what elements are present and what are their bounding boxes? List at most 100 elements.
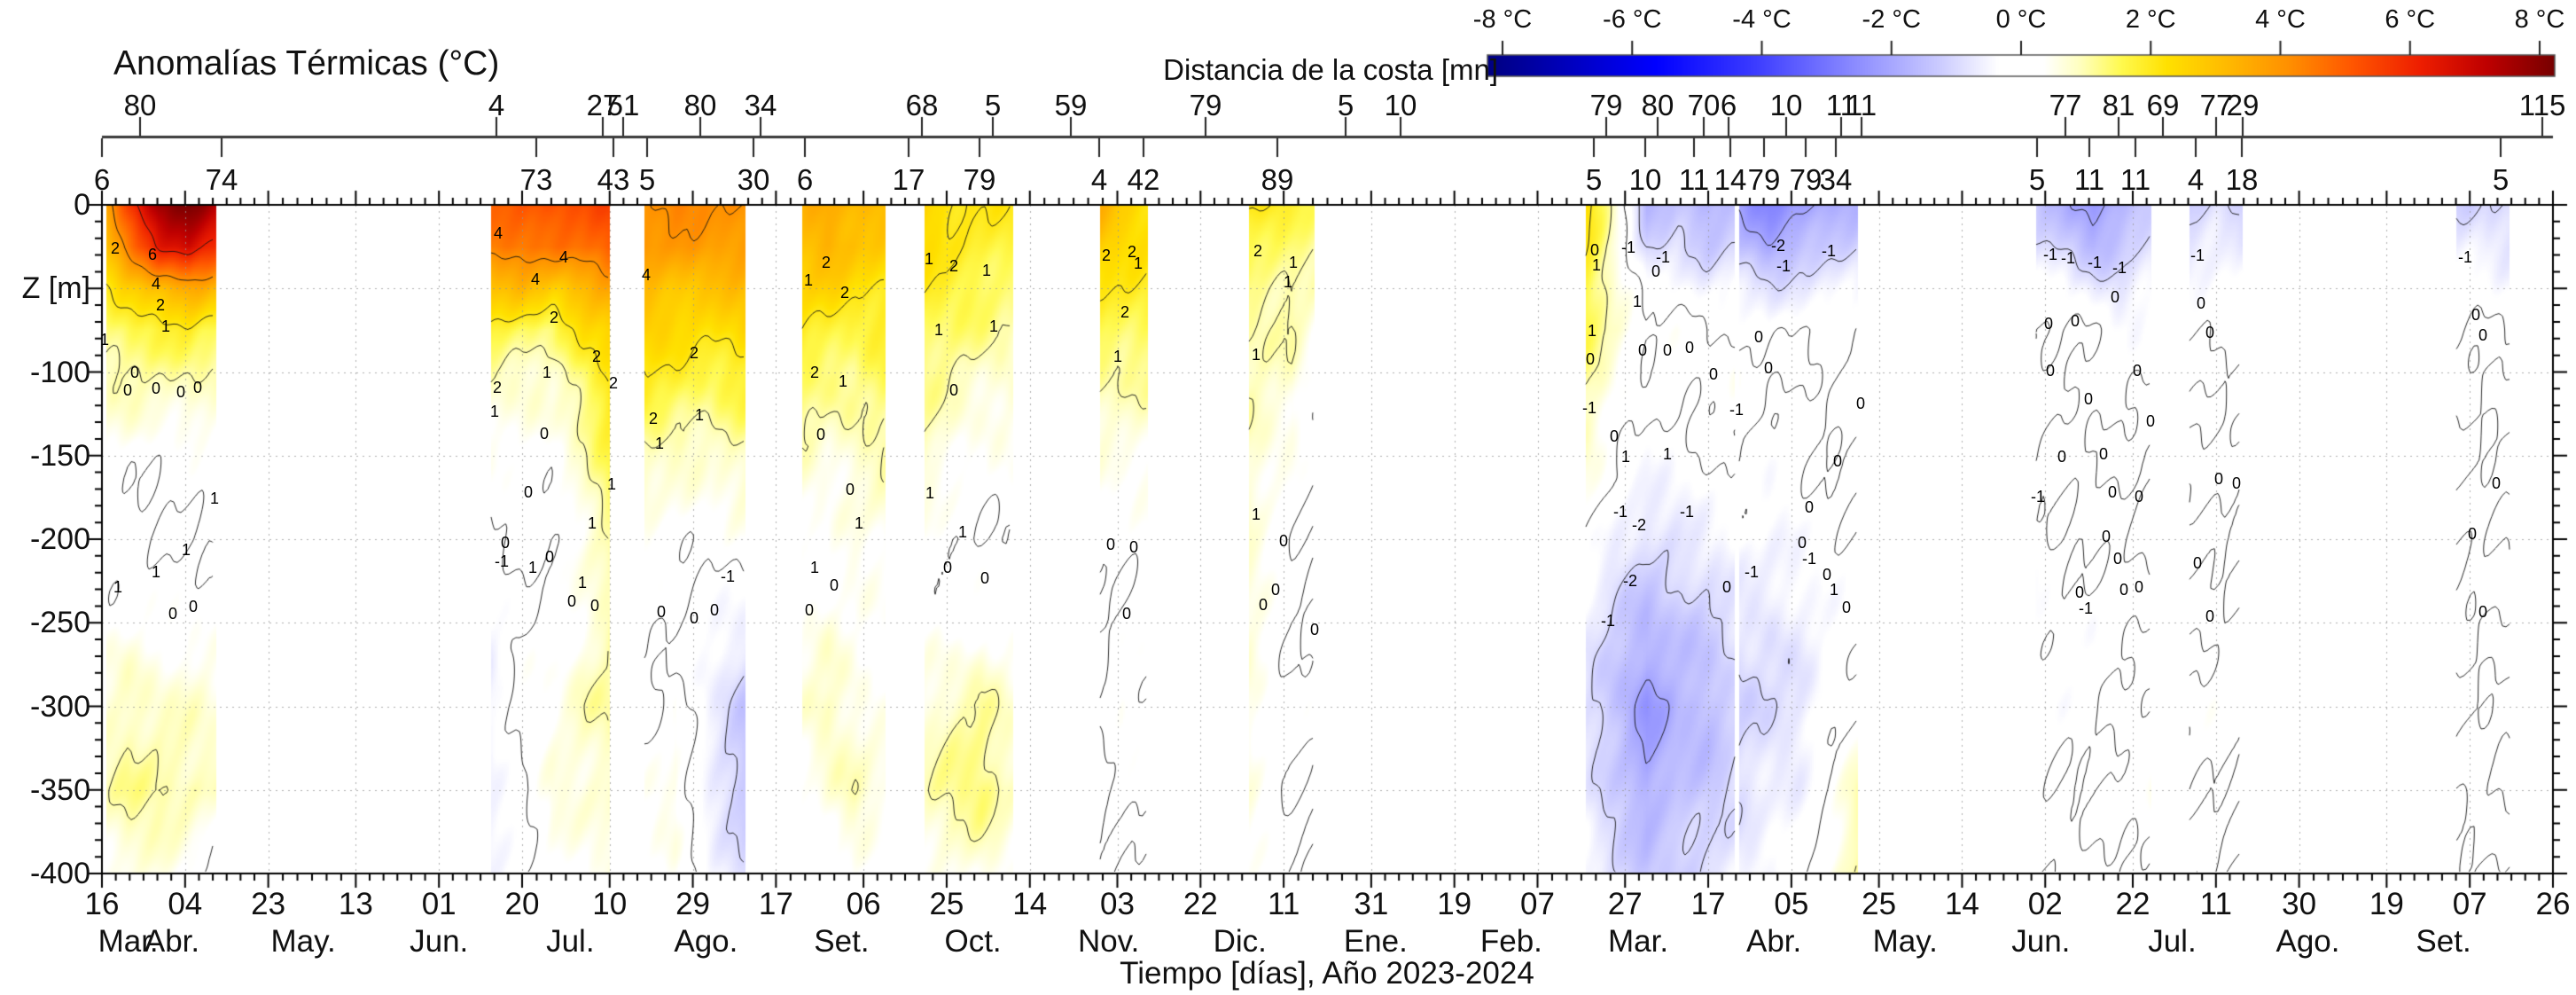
contour-value-label: -1 <box>1655 248 1670 266</box>
station-distance-label-above: 79 <box>1189 89 1222 121</box>
contour-value-label: 0 <box>589 597 599 615</box>
chart-title: Anomalías Térmicas (°C) <box>113 44 500 82</box>
contour-value-label: 0 <box>1121 605 1131 623</box>
colorbar-tick-label: 8 °C <box>2514 5 2565 34</box>
day-tick-label: 25 <box>1862 887 1897 921</box>
contour-value-label: 1 <box>957 523 967 541</box>
station-distance-label-above: 10 <box>1769 89 1803 121</box>
station-distance-label-below: 43 <box>597 163 630 196</box>
contour-value-label: 0 <box>1684 339 1694 356</box>
day-tick-label: 31 <box>1354 887 1389 921</box>
contour-value-label: 0 <box>539 425 549 443</box>
contour-value-label: 1 <box>924 250 933 268</box>
contour-value-label: 1 <box>542 364 551 381</box>
contour-value-label: 1 <box>527 559 537 576</box>
month-tick-label: Oct. <box>944 924 1002 959</box>
station-distance-label-below: 30 <box>737 163 770 196</box>
day-tick-label: 22 <box>1183 887 1218 921</box>
contour-value-label: 0 <box>500 534 510 552</box>
station-distance-label-below: 79 <box>963 163 996 196</box>
day-tick-label: 11 <box>1267 887 1300 921</box>
contour-value-label: 0 <box>2145 412 2155 430</box>
station-distance-label-above: 69 <box>2146 89 2180 121</box>
contour-value-label: 1 <box>803 271 813 289</box>
station-distance-label-above: 79 <box>1589 89 1623 121</box>
colorbar-tick-label: 2 °C <box>2125 5 2176 34</box>
contour-value-label: 1 <box>181 541 191 559</box>
contour-value-label: 1 <box>854 514 863 532</box>
depth-tick-label: 0 <box>74 188 90 222</box>
day-tick-label: 22 <box>2115 887 2151 921</box>
station-distance-label-below: 4 <box>2187 163 2205 196</box>
day-tick-label: 17 <box>1690 887 1726 921</box>
contour-value-label: -2 <box>1770 237 1785 255</box>
day-tick-label: 10 <box>592 887 628 921</box>
contour-value-label: 1 <box>809 559 819 576</box>
contour-value-label: 0 <box>2101 528 2111 545</box>
contour-value-label: 0 <box>523 483 533 501</box>
day-tick-label: 17 <box>758 887 793 921</box>
station-distance-label-above: 34 <box>744 89 777 121</box>
contour-value-label: 4 <box>493 224 503 242</box>
contour-value-label: 4 <box>530 270 540 288</box>
contour-value-label: 1 <box>981 262 991 279</box>
contour-value-label: 0 <box>1609 427 1619 445</box>
contour-value-label: 2 <box>549 309 558 326</box>
contour-value-label: 2 <box>591 348 601 365</box>
contour-value-label: -1 <box>1620 239 1635 256</box>
station-distance-label-above: 29 <box>2226 89 2260 121</box>
contour-value-label: 2 <box>821 254 831 271</box>
contour-value-label: 0 <box>129 364 139 381</box>
contour-value-label: -1 <box>1821 242 1836 260</box>
contour-value-label: 1 <box>160 317 170 335</box>
contour-value-label: 0 <box>2134 578 2143 596</box>
day-tick-label: 19 <box>1437 887 1472 921</box>
contour-value-label: 0 <box>2098 445 2108 463</box>
day-tick-label: 02 <box>2027 887 2063 921</box>
contour-value-label: 0 <box>1763 359 1773 377</box>
station-distance-label-below: 14 <box>1713 163 1747 196</box>
contour-value-label: 2 <box>839 284 849 302</box>
contour-value-label: 0 <box>2083 390 2093 408</box>
contour-value-label: 0 <box>2231 474 2241 492</box>
contour-value-label: 0 <box>168 605 177 623</box>
day-tick-label: 20 <box>504 887 540 921</box>
contour-value-label: 1 <box>151 563 160 581</box>
contour-value-label: 0 <box>1832 452 1842 470</box>
station-distance-label-above: 80 <box>123 89 157 121</box>
month-tick-label: Jun. <box>410 924 469 959</box>
contour-value-label: 0 <box>188 598 198 615</box>
day-tick-label: 01 <box>421 887 457 921</box>
colorbar-tick-label: -6 °C <box>1603 5 1662 34</box>
contour-value-label: 0 <box>2471 306 2480 324</box>
day-tick-label: 03 <box>1100 887 1135 921</box>
station-distance-label-below: 5 <box>2028 163 2046 196</box>
contour-value-label: 2 <box>948 257 958 275</box>
contour-value-label: 2 <box>648 410 658 427</box>
contour-value-label: -1 <box>1600 612 1615 630</box>
day-tick-label: 11 <box>2199 887 2232 921</box>
contour-value-label: 0 <box>2205 607 2214 625</box>
contour-value-label: 2 <box>492 379 502 396</box>
colorbar-tick-label: 6 °C <box>2385 5 2436 34</box>
contour-value-label: 1 <box>838 372 847 390</box>
contour-value-label: 1 <box>1288 254 1298 271</box>
contour-value-label: 0 <box>2043 315 2053 333</box>
day-tick-label: 29 <box>675 887 711 921</box>
station-distance-label-above: 70 <box>1687 89 1721 121</box>
station-distance-label-below: 4 <box>1090 163 1108 196</box>
contour-value-label: 0 <box>2478 603 2487 621</box>
day-tick-label: 30 <box>2282 887 2317 921</box>
contour-value-label: 1 <box>925 484 934 502</box>
station-distance-label-below: 34 <box>1819 163 1853 196</box>
contour-value-label: 1 <box>1251 505 1261 523</box>
station-distance-label-below: 74 <box>205 163 238 196</box>
contour-value-label: -1 <box>2087 254 2102 271</box>
distance-axis-label: Distancia de la costa [mn] <box>1163 53 1498 86</box>
contour-value-label: 0 <box>1797 534 1807 552</box>
day-tick-label: 13 <box>338 887 373 921</box>
month-tick-label: Feb. <box>1479 924 1542 959</box>
contour-value-label: 4 <box>151 275 160 293</box>
contour-value-label: 1 <box>1829 581 1838 599</box>
